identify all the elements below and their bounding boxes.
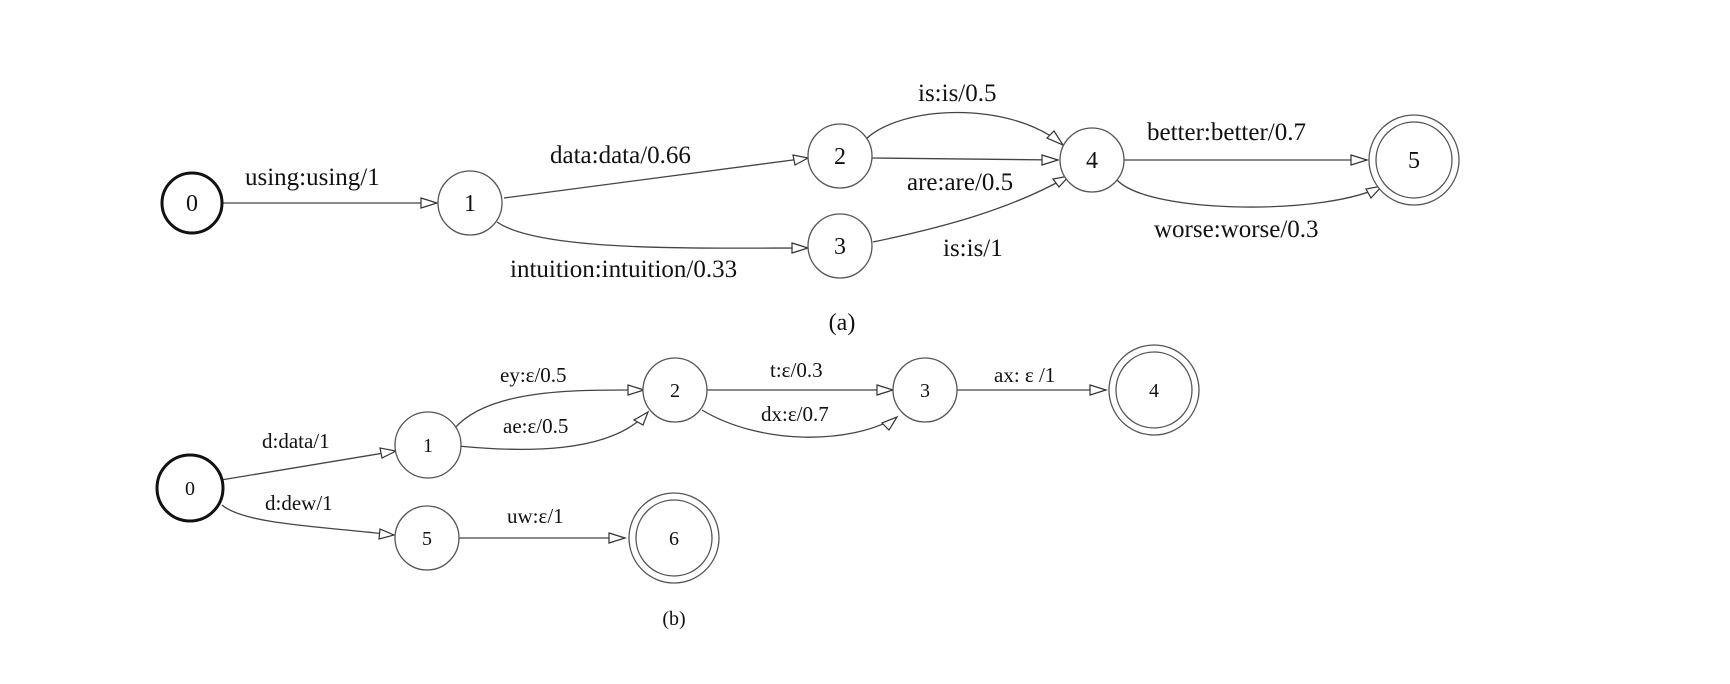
caption-b: (b) [662, 608, 685, 630]
arrowhead-b-2-3-lower [880, 415, 899, 431]
arrowhead-a-1-2 [792, 154, 810, 166]
edge-label: d:dew/1 [265, 491, 333, 515]
state-label: 5 [1408, 148, 1420, 174]
edge-a-2-4-upper [864, 111, 1064, 146]
arrowhead-a-2-4-upper [1045, 130, 1065, 147]
state-label: 2 [834, 144, 846, 170]
edge-label: using:using/1 [245, 164, 380, 191]
state-a-2: 2 [807, 123, 873, 189]
edge-label: uw:ε/1 [507, 504, 564, 528]
edge-label: is:is/0.5 [918, 80, 997, 107]
state-label: 4 [1149, 380, 1159, 402]
state-label: 2 [670, 380, 680, 402]
state-a-0: 0 [160, 171, 224, 235]
arrowhead-a-3-4 [1051, 175, 1071, 188]
arrowhead-a-4-5-upper [1350, 154, 1370, 166]
diagram-a: 0 1 2 3 4 5 using:using/1 data:data/0.66… [160, 80, 1460, 336]
edge-a-2-4-middle [871, 157, 1059, 161]
state-label: 3 [920, 380, 930, 402]
state-label: 1 [464, 191, 476, 217]
arrowhead-b-2-3-upper [876, 384, 896, 396]
edge-label: data:data/0.66 [550, 142, 691, 169]
state-b-2: 2 [642, 357, 708, 423]
state-a-3: 3 [807, 213, 873, 279]
arrowhead-b-1-2-upper [627, 384, 647, 396]
arrowhead-a-2-4-middle [1041, 154, 1061, 166]
state-label: 0 [186, 191, 198, 217]
state-a-1: 1 [437, 170, 503, 236]
edge-label: d:data/1 [262, 429, 330, 453]
edge-label: better:better/0.7 [1147, 119, 1306, 146]
arrowhead-b-0-1 [379, 447, 398, 459]
state-label: 5 [422, 528, 432, 550]
state-a-4: 4 [1059, 127, 1125, 193]
edge-label: intuition:intuition/0.33 [510, 256, 737, 283]
state-b-0: 0 [155, 453, 225, 523]
state-b-1: 1 [394, 411, 462, 479]
edge-a-1-3 [496, 221, 809, 249]
edge-label: worse:worse/0.3 [1154, 216, 1319, 243]
state-b-6-final: 6 [628, 492, 720, 584]
arrowhead-a-1-3 [791, 242, 811, 254]
state-label: 3 [834, 234, 846, 260]
edge-b-0-5 [221, 504, 395, 536]
edge-label: are:are/0.5 [907, 169, 1013, 196]
state-label: 6 [669, 528, 679, 550]
arrowhead-a-0-1 [420, 197, 440, 209]
edge-label: is:is/1 [943, 235, 1003, 262]
edge-b-0-1 [220, 450, 397, 481]
edge-label: ae:ε/0.5 [503, 414, 568, 438]
edge-label: t:ε/0.3 [770, 358, 823, 382]
edge-label: dx:ε/0.7 [761, 402, 829, 426]
arrowhead-b-0-5 [378, 528, 396, 540]
edge-b-2-3-lower [701, 409, 898, 438]
edge-b-1-2-lower [457, 411, 649, 451]
edge-b-1-2-upper [454, 389, 645, 429]
arrowhead-a-4-5-lower [1365, 185, 1384, 200]
state-b-5: 5 [394, 505, 460, 571]
edge-label: ax: ε /1 [994, 363, 1055, 387]
edge-a-1-2 [503, 157, 809, 199]
state-label: 1 [423, 435, 433, 457]
state-b-3: 3 [892, 357, 958, 423]
state-a-5-final: 5 [1368, 114, 1460, 206]
arrowhead-b-3-4 [1089, 384, 1109, 396]
edge-label: ey:ε/0.5 [500, 363, 567, 387]
edge-a-3-4 [872, 175, 1070, 243]
arrowhead-b-1-2-lower [632, 410, 650, 426]
state-label: 0 [185, 478, 195, 500]
edge-a-4-5-lower [1116, 179, 1383, 208]
caption-a: (a) [829, 310, 856, 336]
state-b-4-final: 4 [1108, 344, 1200, 436]
arrowhead-b-5-6 [608, 532, 628, 544]
state-label: 4 [1086, 148, 1098, 174]
diagram-b: 0 1 2 3 4 5 6 d:data/1 d:dew/ [155, 344, 1200, 630]
